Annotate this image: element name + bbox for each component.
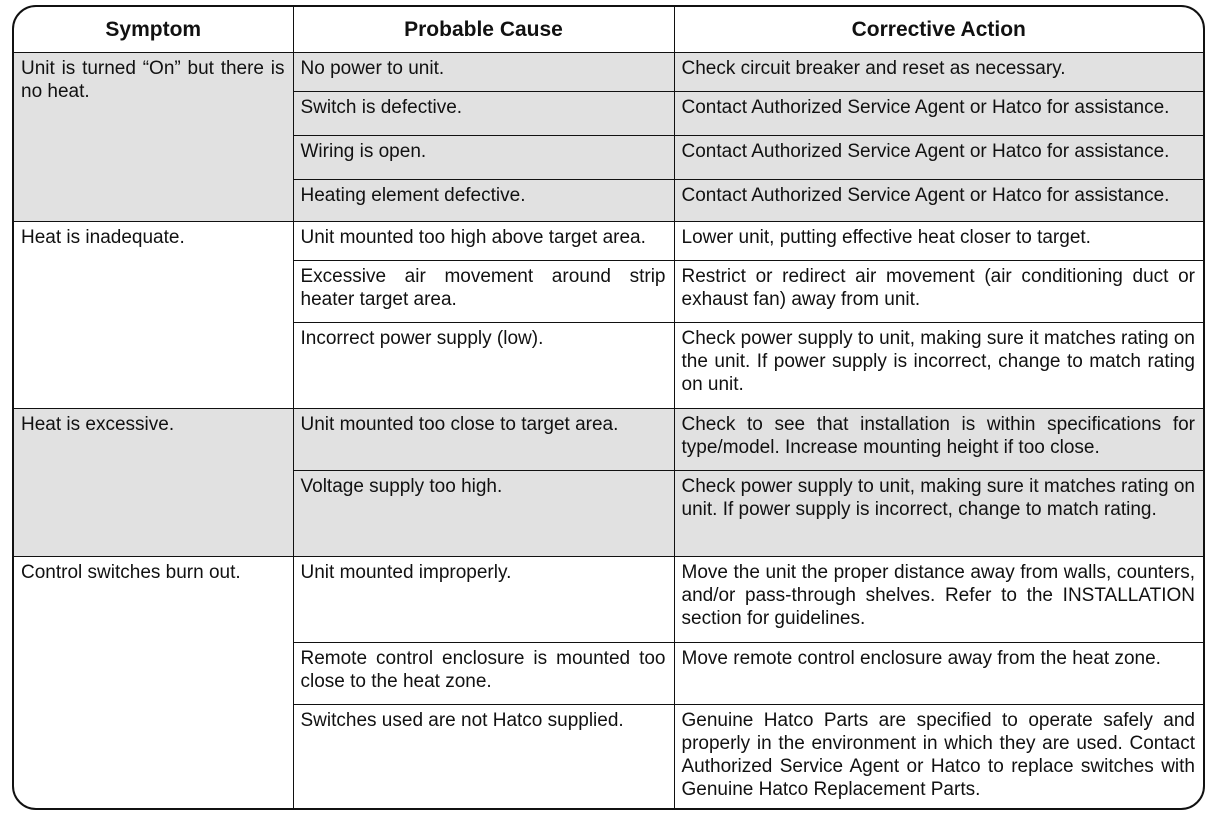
probable-cause-cell: No power to unit. <box>292 51 675 92</box>
corrective-action-cell: Check circuit breaker and reset as neces… <box>673 51 1203 92</box>
table-row: Incorrect power supply (low). Check power… <box>14 321 1203 409</box>
probable-cause-cell: Unit mounted too close to target area. <box>292 407 675 471</box>
probable-cause-cell: Incorrect power supply (low). <box>293 321 675 409</box>
probable-cause-cell: Voltage supply too high. <box>293 469 675 557</box>
corrective-action-cell: Contact Authorized Service Agent or Hatc… <box>673 134 1203 180</box>
corrective-action-cell: Check power supply to unit, making sure … <box>673 469 1203 557</box>
corrective-action-cell: Genuine Hatco Parts are specified to ope… <box>673 703 1203 808</box>
corrective-action-cell: Contact Authorized Service Agent or Hatc… <box>673 178 1203 222</box>
table-row: Excessive air movement around strip heat… <box>14 259 1203 323</box>
symptom-cell: Unit is turned “On” but there is no heat… <box>14 51 294 222</box>
corrective-action-cell: Move remote control enclosure away from … <box>673 641 1203 705</box>
corrective-action-cell: Check to see that installation is within… <box>673 407 1203 471</box>
table-row: Remote control enclosure is mounted too … <box>14 641 1203 705</box>
table-row: Voltage supply too high. Check power supp… <box>14 469 1203 557</box>
table-row: Wiring is open. Contact Authorized Servic… <box>14 134 1203 180</box>
header-symptom: Symptom <box>14 7 294 53</box>
table-row: Unit is turned “On” but there is no heat… <box>14 51 1203 222</box>
header-corrective-action: Corrective Action <box>673 7 1203 53</box>
corrective-action-cell: Lower unit, putting effective heat close… <box>673 220 1203 261</box>
header-row: Symptom Probable Cause Corrective Action <box>14 7 1203 53</box>
probable-cause-cell: Heating element defective. <box>293 178 675 222</box>
probable-cause-cell: Excessive air movement around strip heat… <box>293 259 675 323</box>
symptom-cell: Heat is inadequate. <box>14 220 294 409</box>
table-row: Heat is excessive. Unit mounted too close… <box>14 407 1203 557</box>
table-row: Switch is defective. Contact Authorized S… <box>14 90 1203 136</box>
probable-cause-cell: Wiring is open. <box>293 134 675 180</box>
corrective-action-cell: Restrict or redirect air movement (air c… <box>673 259 1203 323</box>
probable-cause-cell: Remote control enclosure is mounted too … <box>293 641 675 705</box>
probable-cause-cell: Switch is defective. <box>293 90 675 136</box>
probable-cause-cell: Switches used are not Hatco supplied. <box>293 703 675 808</box>
table-row: Control switches burn out. Unit mounted i… <box>14 555 1203 808</box>
header-probable-cause: Probable Cause <box>292 7 675 53</box>
probable-cause-cell: Unit mounted improperly. <box>292 555 675 643</box>
corrective-action-cell: Check power supply to unit, making sure … <box>673 321 1203 409</box>
corrective-action-cell: Move the unit the proper distance away f… <box>673 555 1203 643</box>
table-row: Switches used are not Hatco supplied. Gen… <box>14 703 1203 808</box>
troubleshooting-table: Symptom Probable Cause Corrective Action… <box>12 5 1205 810</box>
corrective-action-cell: Contact Authorized Service Agent or Hatc… <box>673 90 1203 136</box>
symptom-cell: Control switches burn out. <box>14 555 294 808</box>
probable-cause-cell: Unit mounted too high above target area. <box>292 220 675 261</box>
table-row: Heat is inadequate. Unit mounted too high… <box>14 220 1203 409</box>
symptom-cell: Heat is excessive. <box>14 407 294 557</box>
